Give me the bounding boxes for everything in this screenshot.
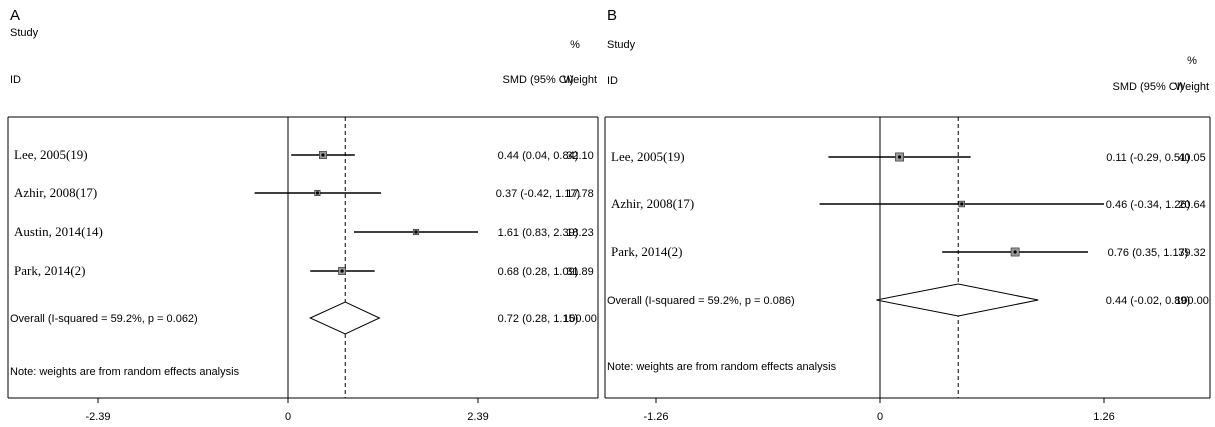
forest-panel-b: B Study ID SMD (95% CI)% Weight Lee, 2005(19)… <box>604 7 1211 423</box>
overall-ci-text: 0.72 (0.28, 1.15) <box>498 313 579 325</box>
overall-weight: 100.00 <box>1175 295 1209 307</box>
x-tick-label: 0 <box>877 411 883 423</box>
header-percent: % <box>1187 55 1197 67</box>
header-effect: SMD (95% CI) <box>503 74 574 86</box>
x-tick-label: 0 <box>285 411 291 423</box>
study-label: Azhir, 2008(17) <box>611 196 694 211</box>
study-point-estimate <box>897 155 902 159</box>
study-ci-text: 0.44 (0.04, 0.84) <box>498 150 579 162</box>
study-ci-text: 1.61 (0.83, 2.39) <box>498 227 579 239</box>
header-id: ID <box>10 74 21 86</box>
study-label: Lee, 2005(19) <box>14 147 88 162</box>
study-point-estimate <box>340 269 344 273</box>
study-ci-text: 0.76 (0.35, 1.17) <box>1108 247 1189 259</box>
panel-label: A <box>10 7 20 24</box>
study-label: Azhir, 2008(17) <box>14 185 97 200</box>
header-id: ID <box>607 75 618 87</box>
header-weight: Weight <box>563 74 597 86</box>
study-label: Lee, 2005(19) <box>611 149 685 164</box>
panel-label: B <box>607 7 617 24</box>
overall-diamond <box>876 283 1039 317</box>
forest-panel-a: A Study ID SMD (95% CI)% Weight Lee, 2005(19)… <box>7 7 599 423</box>
study-point-estimate <box>960 202 964 206</box>
header-study: Study <box>10 27 39 39</box>
study-point-estimate <box>1013 250 1017 254</box>
x-tick-label: -2.39 <box>85 411 110 423</box>
header-weight: Weight <box>1175 81 1209 93</box>
overall-weight: 100.00 <box>563 313 597 325</box>
overall-diamond <box>309 301 381 335</box>
study-label: Austin, 2014(14) <box>14 224 103 239</box>
study-point-estimate <box>321 153 325 157</box>
x-tick-label: 2.39 <box>467 411 488 423</box>
study-point-estimate <box>414 230 418 234</box>
weights-note: Note: weights are from random effects an… <box>10 366 240 378</box>
study-weight: 31.89 <box>566 266 594 278</box>
study-point-estimate <box>315 191 320 195</box>
x-tick-label: 1.26 <box>1093 411 1114 423</box>
study-label: Park, 2014(2) <box>611 244 683 259</box>
header-study: Study <box>607 39 636 51</box>
overall-label: Overall (I-squared = 59.2%, p = 0.086) <box>607 295 795 307</box>
study-ci-text: 0.68 (0.28, 1.09) <box>498 266 579 278</box>
study-label: Park, 2014(2) <box>14 263 86 278</box>
x-tick-label: -1.26 <box>643 411 668 423</box>
weights-note: Note: weights are from random effects an… <box>607 361 837 373</box>
study-weight: 32.10 <box>566 150 594 162</box>
study-weight: 20.64 <box>1178 199 1206 211</box>
overall-ci-text: 0.44 (-0.02, 0.89) <box>1106 295 1190 307</box>
study-ci-text: 0.11 (-0.29, 0.51) <box>1106 152 1190 164</box>
study-weight: 17.78 <box>566 188 594 200</box>
header-effect: SMD (95% CI) <box>1113 81 1184 93</box>
study-ci-text: 0.37 (-0.42, 1.17) <box>496 188 580 200</box>
study-weight: 18.23 <box>566 227 594 239</box>
study-weight: 39.32 <box>1178 247 1206 259</box>
header-percent: % <box>570 39 580 51</box>
study-weight: 40.05 <box>1178 152 1206 164</box>
study-ci-text: 0.46 (-0.34, 1.26) <box>1106 199 1190 211</box>
overall-label: Overall (I-squared = 59.2%, p = 0.062) <box>10 313 198 325</box>
